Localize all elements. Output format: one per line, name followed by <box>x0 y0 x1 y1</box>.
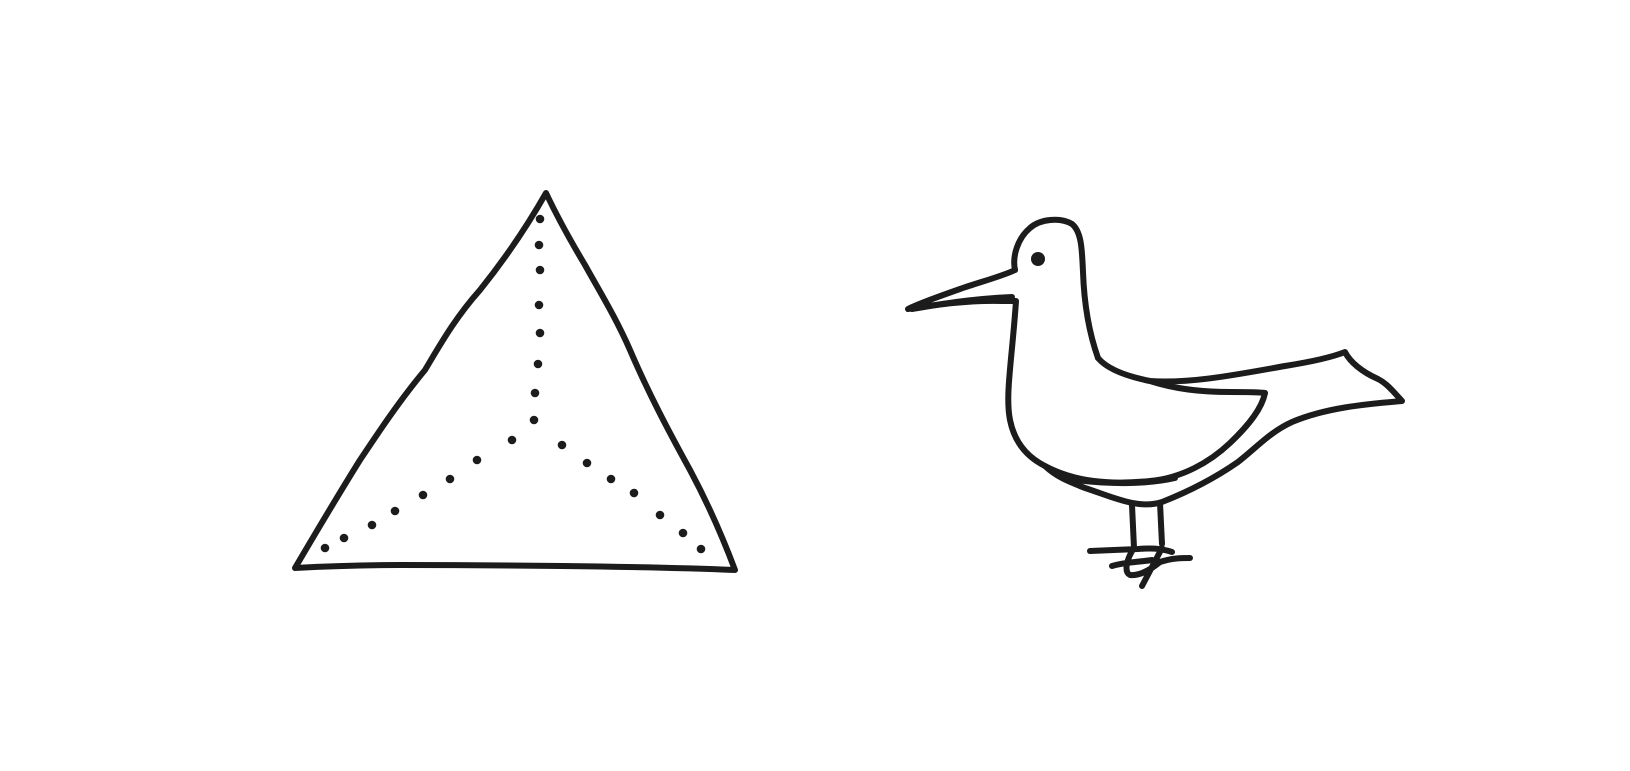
dotted-medians <box>320 214 706 554</box>
seagull-head-outline <box>1011 216 1101 361</box>
seagull-beak-line <box>909 294 1015 312</box>
seagull-body-outline <box>905 267 1268 486</box>
triangle-outline <box>292 190 738 573</box>
seagull-wing <box>1147 378 1268 396</box>
seagull-legs <box>1129 500 1165 551</box>
triangle-with-dotted-medians-icon <box>292 190 738 573</box>
seagull-icon <box>905 216 1405 589</box>
seagull-eye <box>1031 252 1045 266</box>
seagull-feet <box>1087 545 1193 589</box>
seagull-belly-line <box>1072 475 1178 487</box>
seagull-back-tail <box>1042 349 1405 508</box>
